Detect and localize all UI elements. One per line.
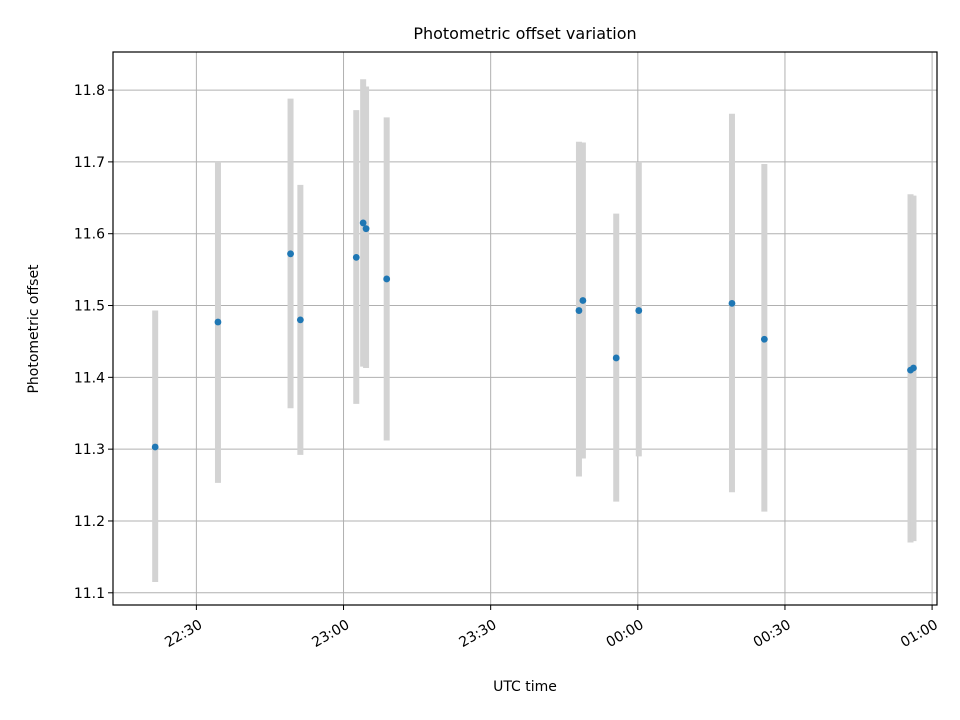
y-tick-label: 11.7 [74,155,105,171]
data-point [296,316,304,324]
y-axis-label: Photometric offset [26,264,42,394]
y-tick-label: 11.4 [74,370,105,386]
data-point [579,297,587,304]
data-points [151,219,917,451]
data-point [635,307,643,314]
y-tick-label: 11.1 [74,586,105,602]
data-point [383,275,391,283]
data-point [151,443,159,451]
data-point [352,254,360,261]
plot-frame [112,51,938,606]
data-point [728,299,736,307]
data-point [362,225,370,233]
y-tick-label: 11.5 [74,299,105,315]
data-point [760,335,768,343]
y-tick-label: 11.3 [74,442,105,458]
y-axis-ticks: 11.1 11.2 11.3 11.4 11.5 11.6 11.7 11.8 [74,83,113,602]
y-tick-label: 11.2 [74,514,105,530]
data-point [910,364,917,372]
data-point [612,354,620,362]
chart-title: Photometric offset variation [413,24,636,43]
y-tick-label: 11.6 [74,227,105,243]
x-gridlines [195,52,933,605]
data-point [575,307,583,314]
x-axis-label: UTC time [493,679,557,695]
data-point [359,219,367,227]
y-tick-label: 11.8 [74,83,105,99]
data-point [287,250,294,258]
data-point [214,318,222,326]
y-gridlines [113,89,937,594]
